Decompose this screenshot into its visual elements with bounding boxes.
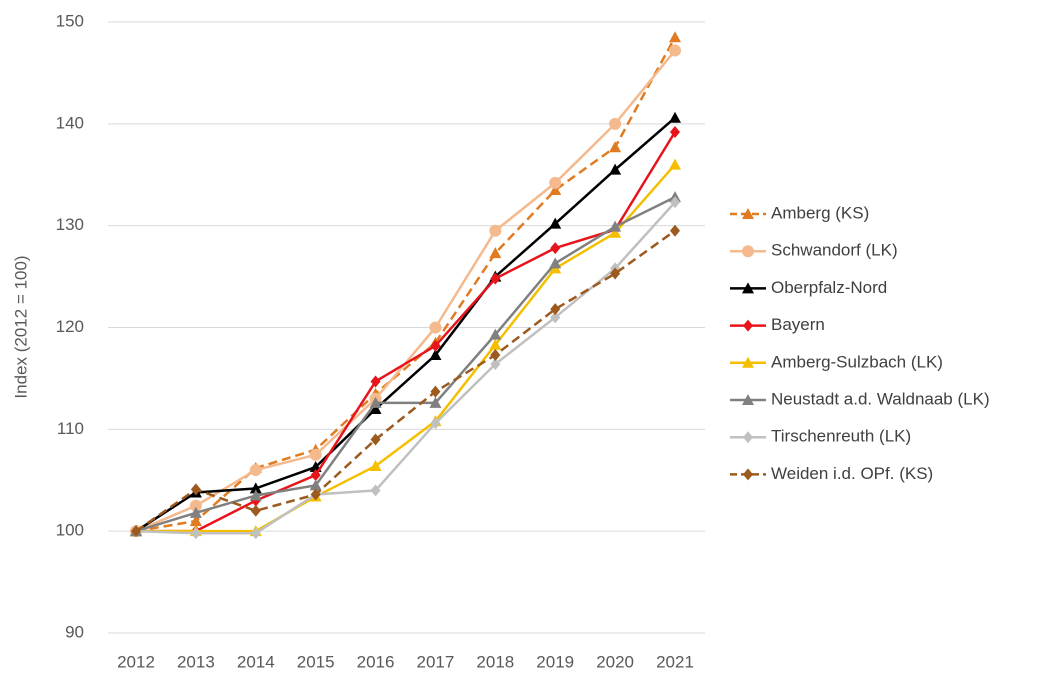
data-point xyxy=(249,489,262,501)
data-point xyxy=(429,396,442,408)
data-point xyxy=(489,338,502,350)
y-tick-label: 140 xyxy=(56,113,84,132)
series-line xyxy=(136,163,676,533)
data-point xyxy=(489,247,502,259)
y-tick-label: 110 xyxy=(57,419,84,438)
data-point xyxy=(490,358,501,371)
legend-marker xyxy=(742,356,754,368)
y-tick-label: 130 xyxy=(56,215,84,234)
data-point xyxy=(370,433,381,446)
legend-marker xyxy=(742,208,754,219)
series-line xyxy=(136,131,677,533)
x-tick-label: 2017 xyxy=(417,652,455,671)
data-point xyxy=(189,514,202,526)
legend-label: Amberg (KS) xyxy=(771,203,869,222)
legend-label: Oberpfalz-Nord xyxy=(771,278,887,297)
y-tick-label: 100 xyxy=(56,521,84,540)
data-point xyxy=(669,158,681,170)
data-point xyxy=(609,117,622,130)
data-point xyxy=(549,184,562,196)
data-point xyxy=(249,482,262,494)
data-point xyxy=(369,459,382,471)
data-point xyxy=(489,224,502,237)
data-point xyxy=(310,488,321,501)
legend-label: Schwandorf (LK) xyxy=(771,241,898,260)
legend-marker xyxy=(742,282,754,294)
data-point xyxy=(550,242,561,255)
data-point xyxy=(609,226,622,238)
series-line xyxy=(135,116,676,533)
data-point xyxy=(190,527,201,540)
series-line xyxy=(135,49,676,533)
data-point xyxy=(310,469,321,482)
x-tick-label: 2012 xyxy=(117,652,155,671)
data-point xyxy=(370,484,381,497)
data-point xyxy=(669,44,681,57)
data-point xyxy=(550,303,561,316)
series-line xyxy=(135,196,676,533)
legend-marker xyxy=(743,319,753,332)
data-point xyxy=(429,348,442,360)
x-tick-label: 2019 xyxy=(536,652,574,671)
data-point xyxy=(309,479,322,491)
data-point xyxy=(369,396,382,408)
data-point xyxy=(670,224,680,237)
legend-label: Bayern xyxy=(771,315,825,334)
data-point xyxy=(430,339,441,352)
x-tick-label: 2013 xyxy=(177,652,215,671)
x-tick-label: 2015 xyxy=(297,652,335,671)
x-tick-label: 2020 xyxy=(596,652,634,671)
data-point xyxy=(189,506,202,518)
data-point xyxy=(490,348,501,361)
x-tick-label: 2021 xyxy=(656,652,694,671)
data-point xyxy=(430,385,441,398)
legend-label: Amberg-Sulzbach (LK) xyxy=(771,352,943,371)
legend-marker xyxy=(743,468,753,481)
data-point xyxy=(430,417,441,430)
data-point xyxy=(490,272,501,285)
data-point xyxy=(249,464,262,477)
data-point xyxy=(549,217,562,229)
data-point xyxy=(190,483,201,496)
data-point xyxy=(250,527,261,540)
data-point xyxy=(609,141,622,153)
x-tick-label: 2018 xyxy=(476,652,514,671)
data-point xyxy=(370,375,381,388)
y-tick-label: 120 xyxy=(56,317,84,336)
legend-marker xyxy=(742,394,754,405)
legend-marker xyxy=(743,431,753,444)
data-point xyxy=(610,267,621,280)
data-point xyxy=(609,163,622,175)
data-point xyxy=(131,525,141,538)
data-point xyxy=(550,311,561,324)
legend-label: Weiden i.d. OPf. (KS) xyxy=(771,464,933,483)
series-line xyxy=(135,201,676,535)
data-point xyxy=(670,125,680,138)
x-tick-label: 2014 xyxy=(237,652,275,671)
series-line xyxy=(135,229,676,533)
series-line xyxy=(135,36,677,533)
x-tick-label: 2016 xyxy=(357,652,395,671)
data-point xyxy=(669,111,681,123)
legend-label: Neustadt a.d. Waldnaab (LK) xyxy=(771,389,990,408)
data-point xyxy=(189,499,202,512)
data-point xyxy=(489,328,502,340)
data-point xyxy=(669,31,681,43)
y-axis-label: Index (2012 = 100) xyxy=(11,255,30,398)
data-point xyxy=(670,196,680,209)
y-tick-label: 150 xyxy=(56,11,84,30)
data-point xyxy=(609,220,622,232)
y-tick-label: 90 xyxy=(65,622,84,641)
data-point xyxy=(549,257,562,269)
data-point xyxy=(369,402,382,414)
data-point xyxy=(429,321,442,334)
data-point xyxy=(549,176,562,189)
legend-label: Tirschenreuth (LK) xyxy=(771,427,911,446)
data-point xyxy=(309,448,322,461)
data-point xyxy=(250,504,261,517)
legend-marker xyxy=(742,245,754,258)
